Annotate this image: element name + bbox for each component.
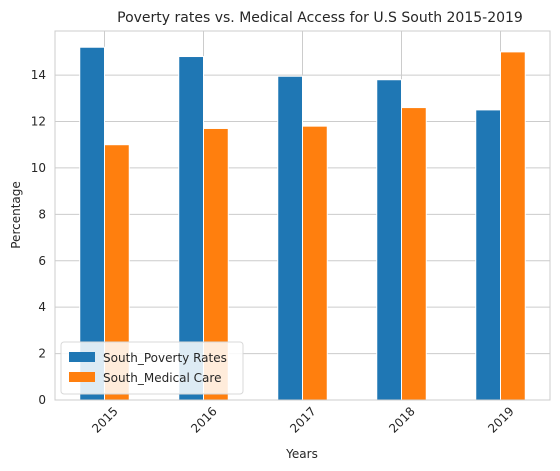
y-tick-label: 4 xyxy=(38,300,46,314)
y-tick-label: 2 xyxy=(38,347,46,361)
chart-title: Poverty rates vs. Medical Access for U.S… xyxy=(117,10,523,26)
y-tick-label: 12 xyxy=(31,115,46,129)
x-tick-label: 2016 xyxy=(188,404,219,435)
plot-border xyxy=(54,30,551,401)
y-tick-label: 8 xyxy=(38,207,46,221)
bars xyxy=(79,46,526,401)
bar-south-poverty-rates-2018 xyxy=(376,79,402,401)
y-tick-label: 14 xyxy=(31,68,46,82)
legend-label: South_Medical Care xyxy=(103,371,221,385)
x-tick-label: 2015 xyxy=(89,404,120,435)
legend: South_Poverty Rates South_Medical Care xyxy=(60,341,244,395)
x-tick-label: 2017 xyxy=(287,404,318,435)
y-axis-ticks: 0 2 4 6 8 10 12 14 xyxy=(31,68,46,407)
bar-south-poverty-rates-2017 xyxy=(277,75,303,401)
y-tick-label: 0 xyxy=(38,393,46,407)
y-axis-label: Percentage xyxy=(9,181,23,249)
legend-swatch xyxy=(69,352,95,362)
legend-box xyxy=(60,341,244,395)
x-tick-label: 2019 xyxy=(485,404,516,435)
legend-swatch xyxy=(69,372,95,382)
y-tick-label: 6 xyxy=(38,254,46,268)
plot-frame xyxy=(54,30,551,401)
bar-south-medical-care-2019 xyxy=(500,51,526,401)
x-axis-ticks: 2015 2016 2017 2018 2019 xyxy=(89,404,516,435)
x-tick-label: 2018 xyxy=(386,404,417,435)
y-tick-label: 10 xyxy=(31,161,46,175)
bar-south-medical-care-2017 xyxy=(302,125,328,401)
bar-south-medical-care-2018 xyxy=(401,107,427,401)
legend-label: South_Poverty Rates xyxy=(103,351,227,365)
x-axis-label: Years xyxy=(285,447,318,461)
bar-south-poverty-rates-2019 xyxy=(475,109,501,401)
